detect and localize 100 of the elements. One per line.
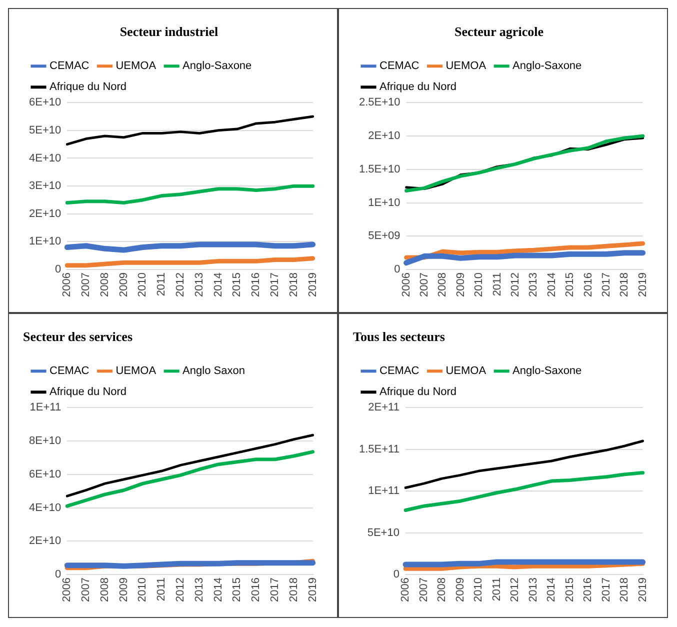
x-tick-label: 2011 bbox=[491, 272, 504, 296]
x-tick-label: 2009 bbox=[454, 578, 466, 602]
y-tick-label: 0 bbox=[393, 568, 400, 581]
x-tick-label: 2010 bbox=[473, 272, 486, 298]
x-tick-label: 2019 bbox=[636, 578, 649, 602]
y-tick-label: 6E+10 bbox=[28, 468, 62, 480]
x-tick-label: 2013 bbox=[528, 272, 540, 298]
x-tick-label: 2008 bbox=[436, 578, 448, 602]
x-tick-label: 2017 bbox=[600, 578, 612, 602]
legend-label: Anglo-Saxone bbox=[182, 60, 252, 72]
x-tick-label: 2011 bbox=[156, 578, 168, 602]
x-tick-label: 2007 bbox=[418, 578, 430, 602]
x-tick-label: 2012 bbox=[174, 272, 187, 298]
x-tick-label: 2014 bbox=[546, 272, 558, 298]
x-tick-label: 2019 bbox=[636, 272, 649, 298]
y-tick-label: 8E+10 bbox=[28, 435, 62, 448]
x-tick-label: 2010 bbox=[472, 578, 485, 602]
legend-label: CEMAC bbox=[380, 365, 420, 378]
x-tick-label: 2018 bbox=[288, 578, 300, 602]
y-tick-label: 4E+10 bbox=[28, 152, 62, 164]
x-tick-label: 2010 bbox=[136, 272, 149, 298]
y-tick-label: 0 bbox=[394, 264, 400, 276]
legend-label: Afrique du Nord bbox=[380, 386, 457, 398]
x-tick-label: 2015 bbox=[564, 578, 576, 602]
x-tick-label: 2016 bbox=[582, 578, 594, 602]
x-tick-label: 2014 bbox=[546, 578, 558, 602]
x-tick-label: 2006 bbox=[61, 578, 74, 602]
x-tick-label: 2016 bbox=[250, 272, 262, 298]
x-tick-label: 2011 bbox=[490, 578, 503, 602]
y-tick-label: 2E+10 bbox=[28, 208, 62, 220]
y-tick-label: 1E+10 bbox=[28, 236, 62, 248]
x-tick-label: 2019 bbox=[306, 272, 319, 298]
legend-label: Anglo-Saxone bbox=[512, 60, 582, 72]
y-tick-label: 3E+10 bbox=[28, 180, 62, 192]
y-tick-label: 2E+10 bbox=[28, 535, 62, 548]
x-tick-label: 2009 bbox=[118, 272, 130, 298]
y-tick-label: 1E+11 bbox=[368, 485, 400, 498]
y-tick-label: 2E+10 bbox=[368, 130, 400, 142]
x-tick-label: 2017 bbox=[600, 272, 612, 298]
x-tick-label: 2007 bbox=[80, 578, 92, 602]
chart-title: Tous les secteurs bbox=[353, 329, 445, 344]
x-tick-label: 2008 bbox=[436, 272, 449, 298]
chart-title: Secteur des services bbox=[23, 329, 133, 344]
x-tick-label: 2015 bbox=[231, 272, 244, 298]
y-tick-label: 4E+10 bbox=[28, 502, 62, 514]
legend-label: Afrique du Nord bbox=[380, 81, 457, 94]
legend-label: UEMOA bbox=[446, 365, 487, 378]
y-tick-label: 1.5E+10 bbox=[358, 163, 400, 176]
y-tick-label: 5E+10 bbox=[28, 124, 62, 136]
x-tick-label: 2018 bbox=[288, 272, 300, 298]
y-tick-label: 5E+09 bbox=[368, 230, 400, 242]
x-tick-label: 2007 bbox=[418, 272, 431, 298]
legend-label: Afrique du Nord bbox=[50, 386, 127, 398]
legend-label: Afrique du Nord bbox=[50, 81, 127, 94]
x-tick-label: 2013 bbox=[193, 578, 206, 602]
y-tick-label: 2.5E+10 bbox=[358, 96, 400, 109]
legend-label: CEMAC bbox=[50, 60, 90, 72]
x-tick-label: 2008 bbox=[98, 578, 111, 602]
x-tick-label: 2014 bbox=[212, 578, 224, 602]
y-tick-label: 5E+10 bbox=[367, 526, 400, 539]
legend-label: Anglo Saxon bbox=[182, 365, 245, 378]
x-tick-label: 2016 bbox=[582, 272, 594, 298]
y-tick-label: 0 bbox=[54, 264, 62, 276]
x-tick-label: 2016 bbox=[250, 578, 262, 602]
x-tick-label: 2009 bbox=[118, 578, 130, 602]
x-tick-label: 2006 bbox=[400, 272, 412, 298]
x-tick-label: 2017 bbox=[269, 578, 282, 602]
x-tick-label: 2015 bbox=[231, 578, 244, 602]
legend-label: CEMAC bbox=[50, 365, 90, 378]
x-tick-label: 2012 bbox=[509, 272, 522, 298]
x-tick-label: 2009 bbox=[454, 272, 467, 298]
x-tick-label: 2017 bbox=[269, 272, 282, 298]
x-tick-label: 2007 bbox=[80, 272, 92, 298]
legend-label: UEMOA bbox=[446, 60, 487, 72]
x-tick-label: 2012 bbox=[174, 578, 187, 602]
chart-title: Secteur agricole bbox=[454, 24, 544, 40]
x-tick-label: 2010 bbox=[136, 578, 149, 602]
x-tick-label: 2008 bbox=[98, 272, 111, 298]
y-tick-label: 1E+10 bbox=[368, 196, 400, 209]
x-tick-label: 2014 bbox=[212, 272, 224, 298]
x-tick-label: 2013 bbox=[527, 578, 540, 602]
legend-label: UEMOA bbox=[116, 365, 157, 378]
x-tick-label: 2013 bbox=[193, 272, 206, 298]
y-tick-label: 2E+11 bbox=[368, 402, 400, 414]
legend-label: CEMAC bbox=[380, 60, 420, 72]
x-tick-label: 2015 bbox=[564, 272, 576, 298]
x-tick-label: 2006 bbox=[61, 272, 74, 298]
x-tick-label: 2012 bbox=[509, 578, 522, 602]
y-tick-label: 0 bbox=[54, 568, 62, 581]
y-tick-label: 6E+10 bbox=[28, 96, 62, 109]
y-tick-label: 1.5E+11 bbox=[358, 443, 400, 456]
x-tick-label: 2006 bbox=[400, 578, 412, 602]
y-tick-label: 1E+11 bbox=[30, 402, 62, 414]
legend-label: Anglo-Saxone bbox=[512, 365, 582, 378]
x-tick-label: 2019 bbox=[306, 578, 319, 602]
legend-label: UEMOA bbox=[116, 60, 157, 72]
x-tick-label: 2011 bbox=[156, 272, 168, 296]
x-tick-label: 2018 bbox=[618, 272, 631, 298]
x-tick-label: 2018 bbox=[618, 578, 631, 602]
chart-title: Secteur industriel bbox=[120, 24, 219, 40]
